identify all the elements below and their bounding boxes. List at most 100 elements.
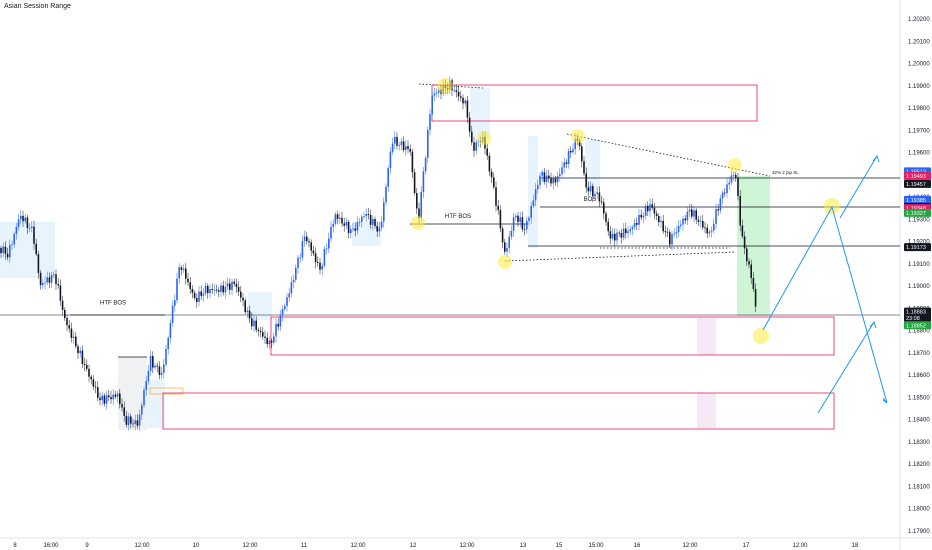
- candle-body: [563, 162, 565, 168]
- candle-body: [193, 292, 196, 298]
- price-badge: [904, 208, 931, 217]
- candle-body: [215, 289, 218, 291]
- candle-body: [125, 415, 128, 425]
- candle-body: [160, 372, 163, 375]
- candle-body: [578, 140, 581, 147]
- candle-body: [374, 219, 376, 226]
- y-tick-label: 1.18300: [908, 440, 930, 446]
- candle-body: [281, 309, 284, 316]
- candle-body: [739, 195, 741, 226]
- y-tick-label: 1.18500: [908, 395, 930, 401]
- candle-body: [468, 117, 471, 132]
- arrow-path: [817, 321, 875, 414]
- candle-body: [713, 223, 715, 231]
- y-tick-label: 1.18400: [908, 418, 930, 424]
- candle-body: [664, 231, 667, 233]
- candle-body: [614, 233, 616, 241]
- candle-body: [202, 293, 205, 296]
- candle-body: [587, 187, 590, 192]
- candle-body: [158, 366, 161, 375]
- candle-body: [490, 171, 493, 178]
- candle-body: [314, 253, 317, 263]
- candle-body: [376, 225, 378, 232]
- highlight-circle: [728, 158, 742, 172]
- candle-body: [244, 300, 246, 313]
- candle-body: [268, 340, 271, 345]
- candle-body: [204, 285, 207, 294]
- candle-body: [306, 236, 308, 242]
- candle-body: [354, 228, 356, 231]
- candle-body: [708, 231, 711, 234]
- candle-body: [565, 162, 568, 165]
- candle-body: [2, 246, 4, 254]
- candle-body: [675, 232, 678, 234]
- candle-body: [92, 379, 95, 387]
- candle-body: [358, 221, 361, 223]
- candle-body: [638, 214, 640, 225]
- candle-body: [242, 297, 244, 301]
- candle-body: [411, 151, 414, 173]
- candle-body: [438, 89, 440, 93]
- candle-body: [284, 305, 286, 310]
- candle-body: [655, 213, 658, 216]
- session-box: [585, 140, 600, 190]
- candle-body: [182, 268, 185, 270]
- price-badge-label: 23:08: [906, 316, 920, 322]
- candle-body: [460, 96, 462, 98]
- candle-body: [83, 363, 86, 365]
- marker-box: [149, 387, 184, 395]
- candle-body: [229, 283, 231, 290]
- candle-body: [178, 267, 180, 279]
- highlight-circle: [753, 328, 769, 344]
- annotation-label: HTF BOS: [100, 301, 126, 307]
- highlight-circle: [571, 129, 585, 143]
- candle-body: [398, 145, 400, 146]
- x-tick-label: 18: [852, 543, 859, 549]
- candle-body: [715, 209, 717, 224]
- candle-body: [389, 151, 392, 169]
- highlight-circle: [437, 78, 453, 94]
- candle-body: [499, 210, 502, 229]
- candle-body: [400, 141, 403, 146]
- candle-body: [301, 241, 304, 258]
- candle-body: [622, 228, 625, 238]
- candle-body: [94, 386, 97, 388]
- candle-body: [132, 423, 134, 425]
- candle-body: [266, 337, 268, 345]
- candle-body: [20, 215, 22, 220]
- candle-body: [288, 293, 290, 298]
- candle-body: [163, 364, 165, 373]
- candle-body: [369, 214, 372, 225]
- x-tick-label: 17: [743, 543, 750, 549]
- candle-body: [330, 226, 332, 239]
- candle-body: [537, 184, 539, 190]
- candle-body: [251, 318, 253, 327]
- candle-body: [651, 204, 653, 208]
- chart-title: Asian Session Range: [4, 3, 71, 10]
- candle-body: [356, 221, 359, 231]
- candle-body: [145, 381, 147, 390]
- candle-body: [77, 346, 79, 354]
- candle-body: [662, 220, 664, 232]
- candle-body: [532, 200, 535, 207]
- candle-body: [156, 365, 158, 367]
- candle-body: [317, 262, 319, 263]
- y-tick-label: 1.19800: [908, 106, 930, 112]
- candle-body: [341, 217, 343, 224]
- candle-body: [471, 131, 473, 143]
- candle-body: [226, 283, 229, 287]
- candle-body: [735, 174, 737, 178]
- candle-body: [611, 233, 614, 239]
- price-badge-label: 1.19173: [906, 245, 926, 251]
- candle-body: [391, 143, 394, 152]
- candle-body: [633, 223, 636, 228]
- candle-body: [152, 355, 154, 368]
- candle-body: [277, 323, 279, 327]
- candle-body: [677, 225, 680, 233]
- candle-body: [339, 217, 341, 219]
- price-badge: [904, 195, 931, 204]
- x-tick-label: 12:00: [792, 543, 808, 549]
- candle-body: [270, 340, 273, 343]
- candle-body: [17, 219, 20, 227]
